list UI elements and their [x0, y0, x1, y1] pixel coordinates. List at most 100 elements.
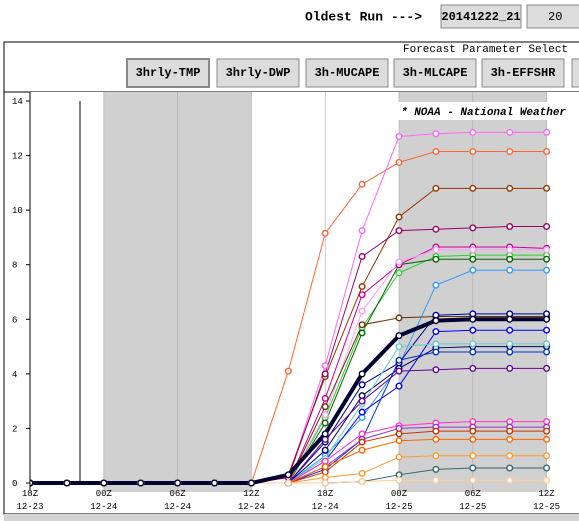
param-button[interactable] [571, 58, 579, 88]
data-point [543, 326, 551, 334]
oldest-run-label: Oldest Run ---> [305, 9, 422, 24]
data-point [432, 348, 440, 356]
data-point [469, 315, 477, 323]
data-point [432, 255, 440, 263]
param-button[interactable] [126, 58, 210, 88]
x-tick-label: 18Z [317, 489, 334, 499]
y-tick-label: 2 [12, 424, 17, 434]
data-point [506, 147, 514, 155]
data-point [395, 158, 403, 166]
data-point [432, 184, 440, 192]
data-point [543, 348, 551, 356]
x-tick-label: 18Z [22, 489, 39, 499]
data-point [543, 435, 551, 443]
data-point [321, 446, 329, 454]
data-point [432, 328, 440, 336]
data-point [395, 343, 403, 351]
data-point [506, 255, 514, 263]
data-point [469, 340, 477, 348]
y-tick-label: 14 [12, 97, 23, 107]
data-point [358, 370, 366, 378]
data-point [358, 321, 366, 329]
x-tick-label: 12-24 [238, 502, 265, 512]
data-point [432, 147, 440, 155]
run-button-label[interactable]: 20 [548, 10, 562, 24]
param-button[interactable] [393, 58, 477, 88]
data-point [506, 246, 514, 254]
data-point [321, 229, 329, 237]
data-point [358, 180, 366, 188]
data-point [395, 213, 403, 221]
data-point [432, 427, 440, 435]
param-button-label[interactable]: 3hrly-DWP [226, 66, 291, 80]
data-point [395, 382, 403, 390]
x-tick-label: 12-25 [459, 502, 486, 512]
x-tick-label: 12-24 [164, 502, 191, 512]
data-point [321, 362, 329, 370]
data-point [469, 326, 477, 334]
data-point [432, 317, 440, 325]
button-row: 3hrly-TMP 3hrly-DWP 3h-MUCAPE 3h-MLCAPE 3h-E… [126, 58, 579, 88]
param-button[interactable] [481, 58, 565, 88]
data-point [469, 246, 477, 254]
data-point [506, 364, 514, 372]
data-point [469, 348, 477, 356]
data-point [469, 452, 477, 460]
param-button-label[interactable]: 3hrly-TMP [136, 66, 201, 80]
data-point [432, 246, 440, 254]
data-point [321, 370, 329, 378]
param-button-label[interactable]: 3h-MUCAPE [315, 66, 380, 80]
data-point [543, 184, 551, 192]
data-point [543, 427, 551, 435]
data-point [469, 266, 477, 274]
data-point [506, 427, 514, 435]
data-point [210, 479, 218, 487]
data-point [506, 476, 514, 484]
data-point [506, 452, 514, 460]
param-button-label[interactable]: 3h-EFFSHR [491, 66, 557, 80]
x-tick-label: 12-24 [312, 502, 339, 512]
data-point [432, 281, 440, 289]
y-tick-label: 0 [12, 479, 17, 489]
data-point [543, 223, 551, 231]
data-point [395, 332, 403, 340]
data-point [506, 223, 514, 231]
data-point [506, 128, 514, 136]
data-point [358, 408, 366, 416]
data-point [395, 430, 403, 438]
annotation: * NOAA - National Weather [401, 107, 566, 119]
data-point [358, 253, 366, 261]
x-tick-label: 12-25 [385, 502, 412, 512]
x-tick-label: 00Z [96, 489, 113, 499]
data-point [543, 246, 551, 254]
bottom-bar [4, 514, 579, 521]
data-point [469, 464, 477, 472]
data-point [543, 464, 551, 472]
data-point [506, 266, 514, 274]
param-button-label[interactable]: 3h-MLCAPE [403, 66, 468, 80]
data-point [469, 364, 477, 372]
run-button-label[interactable]: 20141222_21 [441, 10, 520, 24]
data-point [395, 269, 403, 277]
data-point [321, 430, 329, 438]
y-tick-label: 4 [12, 370, 17, 380]
run-button[interactable] [526, 4, 579, 29]
run-button[interactable] [440, 4, 522, 29]
data-point [395, 258, 403, 266]
data-point [469, 476, 477, 484]
data-point [432, 340, 440, 348]
data-point [395, 132, 403, 140]
param-button[interactable] [305, 58, 389, 88]
data-point [284, 479, 292, 487]
data-point [432, 465, 440, 473]
x-tick-label: 00Z [391, 489, 408, 499]
data-point [100, 479, 108, 487]
data-point [321, 403, 329, 411]
data-point [321, 411, 329, 419]
data-point [543, 364, 551, 372]
data-point [506, 184, 514, 192]
data-point [506, 326, 514, 334]
data-point [358, 381, 366, 389]
data-point [358, 283, 366, 291]
param-button[interactable] [216, 58, 300, 88]
